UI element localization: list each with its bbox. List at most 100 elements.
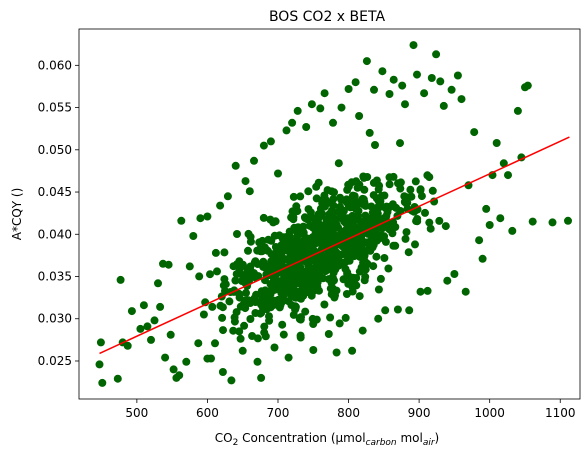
data-point (287, 239, 296, 248)
data-point (262, 296, 271, 305)
data-point (435, 216, 444, 225)
data-point (302, 123, 311, 131)
data-point (211, 339, 219, 348)
data-point (403, 198, 412, 207)
data-point (203, 354, 212, 363)
data-point (393, 305, 402, 314)
data-point (269, 218, 278, 227)
y-tick-label: 0.060 (38, 58, 72, 72)
data-point (303, 215, 312, 224)
data-point (309, 346, 318, 354)
data-point (365, 128, 374, 137)
data-point (496, 214, 505, 223)
data-point (256, 309, 265, 318)
data-point (332, 348, 341, 357)
data-point (367, 202, 376, 211)
data-point (306, 256, 315, 265)
data-point (361, 265, 370, 274)
data-point (136, 324, 145, 333)
data-point (244, 246, 252, 255)
data-point (96, 338, 105, 347)
data-point (189, 232, 198, 240)
data-point (95, 360, 104, 369)
data-point (164, 260, 173, 269)
data-point (375, 181, 384, 190)
data-point (425, 173, 434, 182)
data-point (322, 266, 331, 275)
data-point (344, 200, 353, 209)
data-point (513, 106, 522, 115)
data-point (327, 255, 336, 263)
data-point (203, 212, 212, 221)
data-point (266, 303, 275, 312)
data-point (293, 271, 302, 280)
data-point (236, 302, 245, 311)
data-point (218, 313, 227, 322)
data-point (293, 106, 302, 115)
data-point (398, 81, 407, 90)
data-point (402, 228, 411, 237)
data-point (236, 334, 245, 343)
data-point (338, 206, 347, 215)
y-axis-label: A*CQY () (10, 188, 24, 241)
data-point (335, 319, 344, 328)
data-point (327, 275, 336, 283)
data-point (195, 272, 204, 281)
data-point (139, 301, 148, 310)
x-axis-label: CO2 Concentration (µmolcarbon molair) (215, 431, 439, 448)
data-point (154, 279, 162, 288)
data-point (185, 262, 194, 271)
data-point (289, 213, 298, 222)
data-point (284, 353, 293, 362)
data-point (265, 312, 273, 321)
data-point (331, 291, 339, 300)
data-point (256, 247, 265, 256)
data-point (267, 250, 276, 259)
data-point (245, 187, 254, 196)
data-point (260, 322, 269, 331)
data-point (420, 89, 429, 98)
data-point (443, 276, 452, 285)
data-point (337, 196, 346, 205)
data-point (360, 185, 369, 194)
data-point (275, 250, 284, 259)
data-point (351, 215, 360, 224)
data-point (377, 233, 386, 242)
data-point (147, 335, 155, 344)
data-point (321, 253, 330, 262)
x-tick-label: 1100 (545, 406, 576, 420)
data-point (334, 251, 343, 260)
data-point (366, 246, 375, 255)
y-tick-label: 0.025 (38, 354, 72, 368)
data-point (235, 327, 244, 336)
data-point (351, 243, 360, 252)
x-tick-label: 700 (267, 406, 290, 420)
x-tick-label: 900 (408, 406, 431, 420)
data-point (175, 371, 184, 380)
data-point (347, 178, 356, 187)
data-point (315, 230, 324, 239)
data-point (385, 90, 394, 98)
data-point (328, 231, 337, 240)
data-point (384, 264, 393, 273)
data-point (206, 270, 214, 279)
data-point (266, 137, 275, 146)
y-tick-label: 0.035 (38, 270, 72, 284)
data-point (369, 240, 378, 249)
fit-line (99, 136, 570, 355)
data-point (380, 254, 389, 262)
data-point (250, 258, 259, 267)
data-point (348, 346, 357, 355)
data-point (246, 232, 255, 241)
data-point (478, 254, 487, 263)
data-point (116, 275, 125, 284)
data-point (413, 70, 421, 79)
data-point (218, 368, 227, 376)
data-point (312, 182, 321, 191)
data-point (364, 229, 373, 238)
data-point (196, 214, 205, 223)
data-point (345, 256, 354, 265)
data-point (279, 233, 288, 242)
data-point (361, 211, 370, 220)
y-tick-label: 0.030 (38, 312, 72, 326)
